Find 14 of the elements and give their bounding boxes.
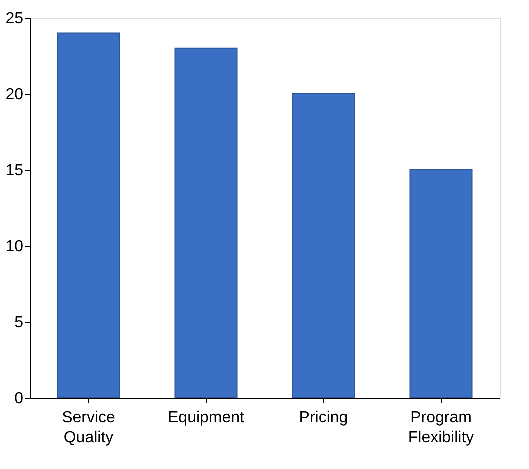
bar — [57, 32, 120, 398]
y-tick-label: 25 — [6, 10, 24, 28]
y-tick-label: 0 — [14, 390, 24, 408]
x-tick-label: Equipment — [168, 410, 246, 426]
x-tick-label: Service Quality — [62, 410, 116, 446]
y-tick-label: 5 — [14, 314, 24, 332]
x-tick-label: Program Flexibility — [408, 410, 474, 446]
y-tick-label: 10 — [6, 238, 24, 256]
x-tick-label: Pricing — [299, 410, 348, 426]
y-tick-label: 20 — [6, 86, 24, 104]
y-tick-label: 15 — [6, 162, 24, 180]
bar — [410, 170, 473, 398]
bar — [292, 94, 356, 398]
bar — [174, 48, 238, 398]
